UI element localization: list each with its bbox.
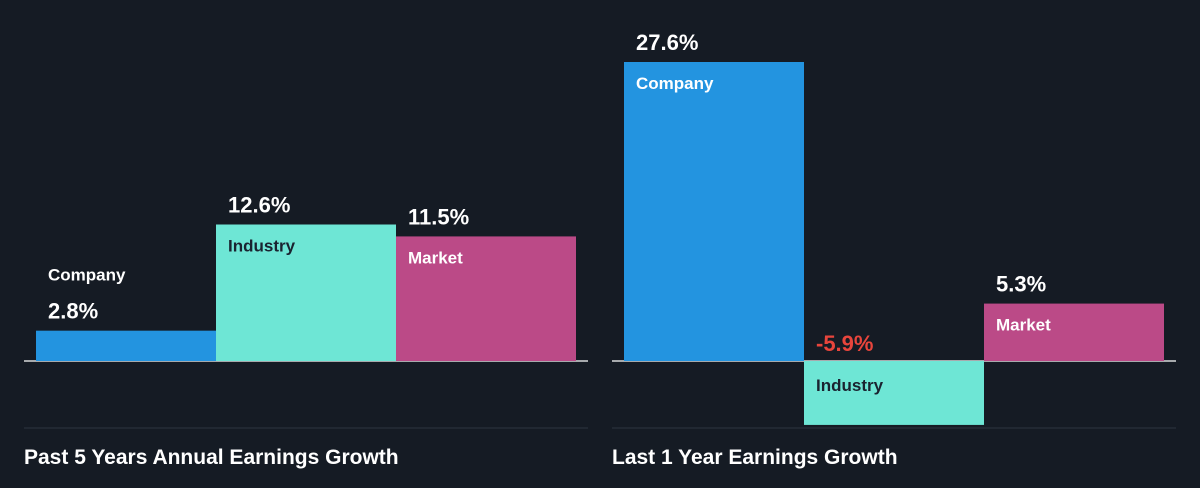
value-label-company: 2.8% bbox=[48, 299, 98, 324]
value-label-company: 27.6% bbox=[636, 30, 698, 55]
chart-last-1-year: Last 1 Year Earnings Growth Company 27.6%… bbox=[612, 30, 1176, 469]
bar-industry bbox=[804, 361, 984, 425]
bar-label-market: Market bbox=[408, 248, 463, 267]
chart-past-5-years: Past 5 Years Annual Earnings Growth Comp… bbox=[24, 193, 588, 469]
chart-title: Last 1 Year Earnings Growth bbox=[612, 446, 898, 469]
value-label-industry: 12.6% bbox=[228, 193, 290, 218]
bar-company bbox=[36, 330, 216, 361]
value-label-market: 5.3% bbox=[996, 272, 1046, 297]
bar-market bbox=[396, 236, 576, 361]
bar-label-industry: Industry bbox=[228, 237, 296, 256]
bar-label-market: Market bbox=[996, 316, 1051, 335]
value-label-market: 11.5% bbox=[408, 204, 469, 229]
bar-label-industry: Industry bbox=[816, 376, 884, 395]
bar-company bbox=[624, 62, 804, 361]
chart-title: Past 5 Years Annual Earnings Growth bbox=[24, 446, 399, 469]
bar-label-company: Company bbox=[636, 74, 714, 93]
value-label-industry: -5.9% bbox=[816, 331, 873, 356]
bar-market bbox=[984, 303, 1164, 361]
bar-label-company: Company bbox=[48, 266, 126, 285]
bar-industry bbox=[216, 224, 396, 361]
